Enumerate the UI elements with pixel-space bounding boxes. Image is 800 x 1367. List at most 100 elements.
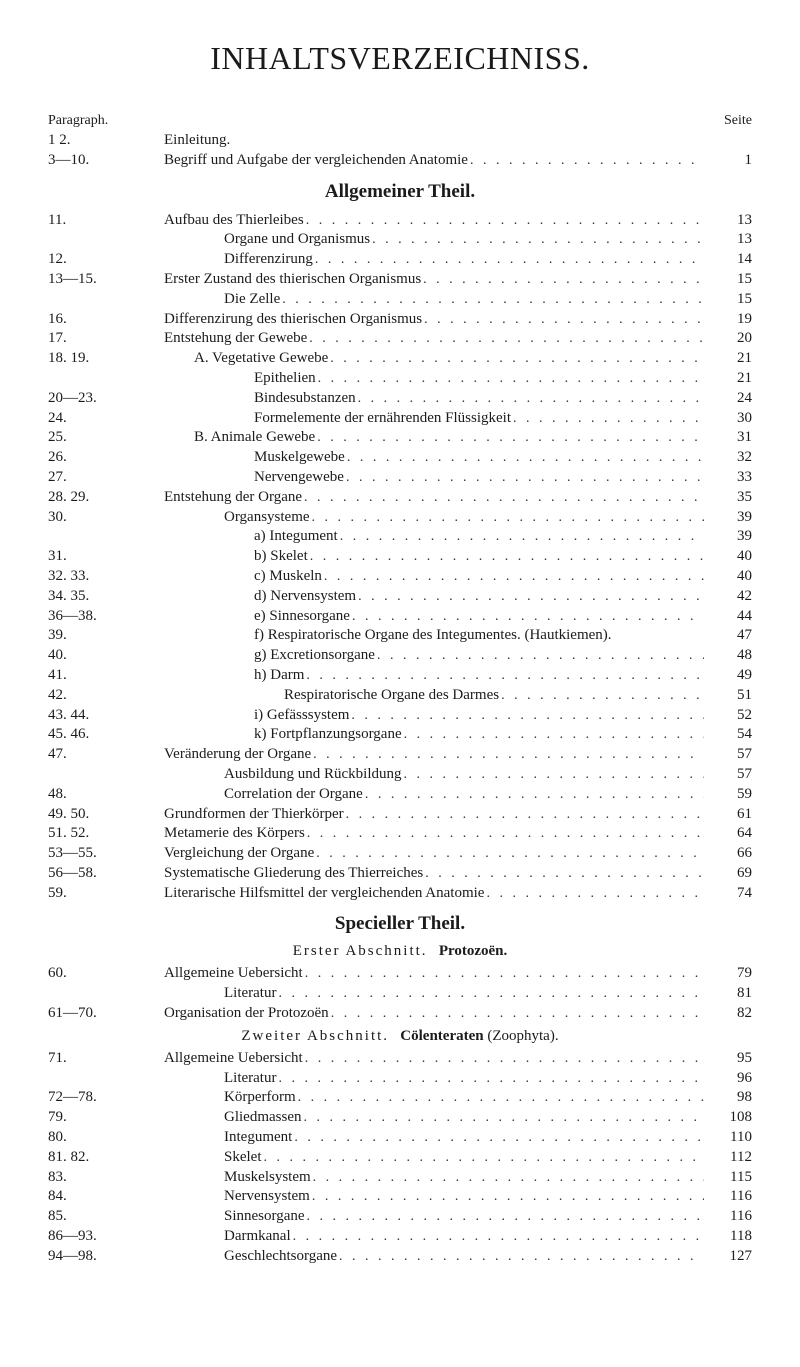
page-number: 35: [704, 488, 752, 508]
dot-leaders: [262, 1149, 705, 1167]
paragraph-ref: 59.: [48, 884, 164, 904]
page-number: 74: [704, 884, 752, 904]
entry-text: Metamerie des Körpers: [164, 824, 305, 844]
dot-leaders: [421, 271, 704, 289]
toc-row: 31.b) Skelet40: [48, 547, 752, 567]
entry-text-wrap: d) Nervensystem: [164, 587, 704, 607]
toc-row: 12.Differenzirung14: [48, 250, 752, 270]
paragraph-ref: 94—98.: [48, 1247, 164, 1267]
dot-leaders: [337, 1248, 704, 1266]
entry-text-wrap: Grundformen der Thierkörper: [164, 805, 704, 825]
protozoen-rows: 60.Allgemeine Uebersicht79Literatur8161—…: [48, 964, 752, 1023]
entry-text: Gliedmassen: [224, 1108, 301, 1128]
entry-text-wrap: Allgemeine Uebersicht: [164, 1049, 704, 1069]
page-number: 96: [704, 1069, 752, 1089]
entry-text-wrap: Differenzirung: [164, 250, 704, 270]
paragraph-ref: 3—10.: [48, 151, 164, 171]
toc-row: 18. 19.A. Vegetative Gewebe21: [48, 349, 752, 369]
dot-leaders: [307, 330, 704, 348]
entry-text: Skelet: [224, 1148, 262, 1168]
paragraph-ref: 49. 50.: [48, 805, 164, 825]
entry-text-wrap: Die Zelle: [164, 290, 704, 310]
entry-text: Respiratorische Organe des Darmes: [284, 686, 499, 706]
abschnitt-2-suffix: (Zoophyta).: [487, 1028, 558, 1044]
entry-text: Entstehung der Gewebe: [164, 329, 307, 349]
entry-text-wrap: Literarische Hilfsmittel der vergleichen…: [164, 884, 704, 904]
dot-leaders: [422, 311, 704, 329]
toc-row: Literatur96: [48, 1069, 752, 1089]
paragraph-ref: 36—38.: [48, 607, 164, 627]
entry-text: Körperform: [224, 1088, 296, 1108]
entry-text: Entstehung der Organe: [164, 488, 302, 508]
toc-row: Die Zelle 15: [48, 290, 752, 310]
paragraph-ref: 24.: [48, 409, 164, 429]
toc-row: 72—78.Körperform98: [48, 1088, 752, 1108]
dot-leaders: [276, 1070, 704, 1088]
page-title: INHALTSVERZEICHNISS.: [48, 40, 752, 77]
entry-text: d) Nervensystem: [254, 587, 356, 607]
abschnitt-2-prefix: Zweiter Abschnitt.: [241, 1028, 389, 1044]
entry-text: Differenzirung: [224, 250, 313, 270]
entry-text: A. Vegetative Gewebe: [194, 349, 328, 369]
dot-leaders: [345, 449, 704, 467]
dot-leaders: [311, 1169, 704, 1187]
toc-row: a) Integument39: [48, 527, 752, 547]
toc-row: 40.g) Excretionsorgane48: [48, 646, 752, 666]
entry-text: Die Zelle: [224, 290, 280, 310]
abschnitt-2-heading: Zweiter Abschnitt. Cölenteraten (Zoophyt…: [48, 1028, 752, 1045]
paragraph-ref: 53—55.: [48, 844, 164, 864]
dot-leaders: [310, 509, 704, 527]
page-number: 42: [704, 587, 752, 607]
page-number: 66: [704, 844, 752, 864]
toc-row: 36—38.e) Sinnesorgane44: [48, 607, 752, 627]
page-number: 64: [704, 824, 752, 844]
page-number: 21: [704, 349, 752, 369]
toc-row: 47.Veränderung der Organe57: [48, 745, 752, 765]
entry-text: Literatur: [224, 984, 276, 1004]
paragraph-ref: 60.: [48, 964, 164, 984]
entry-text-wrap: Muskelsystem: [164, 1168, 704, 1188]
paragraph-ref: 47.: [48, 745, 164, 765]
dot-leaders: [499, 687, 704, 705]
page-number: 32: [704, 448, 752, 468]
paragraph-ref: 30.: [48, 508, 164, 528]
toc-row: 39.f) Respiratorische Organe des Integum…: [48, 626, 752, 646]
paragraph-ref: 32. 33.: [48, 567, 164, 587]
dot-leaders: [349, 707, 704, 725]
entry-text: Aufbau des Thierleibes: [164, 211, 304, 231]
entry-text-wrap: c) Muskeln: [164, 567, 704, 587]
dot-leaders: [511, 410, 704, 428]
page-number: 57: [704, 765, 752, 785]
page-number: 82: [704, 1004, 752, 1024]
dot-leaders: [402, 726, 704, 744]
entry-text-wrap: Geschlechtsorgane: [164, 1247, 704, 1267]
entry-text-wrap: a) Integument: [164, 527, 704, 547]
paragraph-ref: 48.: [48, 785, 164, 805]
page-number: 15: [704, 290, 752, 310]
entry-text-wrap: Darmkanal: [164, 1227, 704, 1247]
dot-leaders: [344, 469, 704, 487]
entry-text: Muskelsystem: [224, 1168, 311, 1188]
dot-leaders: [328, 350, 704, 368]
paragraph-ref: 56—58.: [48, 864, 164, 884]
paragraph-ref: 39.: [48, 626, 164, 646]
paragraph-ref: 72—78.: [48, 1088, 164, 1108]
entry-text-wrap: h) Darm: [164, 666, 704, 686]
paragraph-ref: 26.: [48, 448, 164, 468]
paragraph-ref: 83.: [48, 1168, 164, 1188]
entry-text-wrap: Skelet: [164, 1148, 704, 1168]
dot-leaders: [303, 1050, 704, 1068]
toc-row: 61—70.Organisation der Protozoën82: [48, 1004, 752, 1024]
entry-text-wrap: g) Excretionsorgane: [164, 646, 704, 666]
page-number: 61: [704, 805, 752, 825]
column-header: Paragraph. Seite: [48, 113, 752, 129]
entry-text: Differenzirung des thierischen Organismu…: [164, 310, 422, 330]
toc-row: 3—10.Begriff und Aufgabe der vergleichen…: [48, 151, 752, 171]
entry-text-wrap: Ausbildung und Rückbildung: [164, 765, 704, 785]
toc-row: 20—23.Bindesubstanzen24: [48, 389, 752, 409]
page-number: 69: [704, 864, 752, 884]
page-number: 20: [704, 329, 752, 349]
paragraph-ref: 86—93.: [48, 1227, 164, 1247]
col-header-page: Seite: [724, 113, 752, 129]
page-number: 51: [704, 686, 752, 706]
